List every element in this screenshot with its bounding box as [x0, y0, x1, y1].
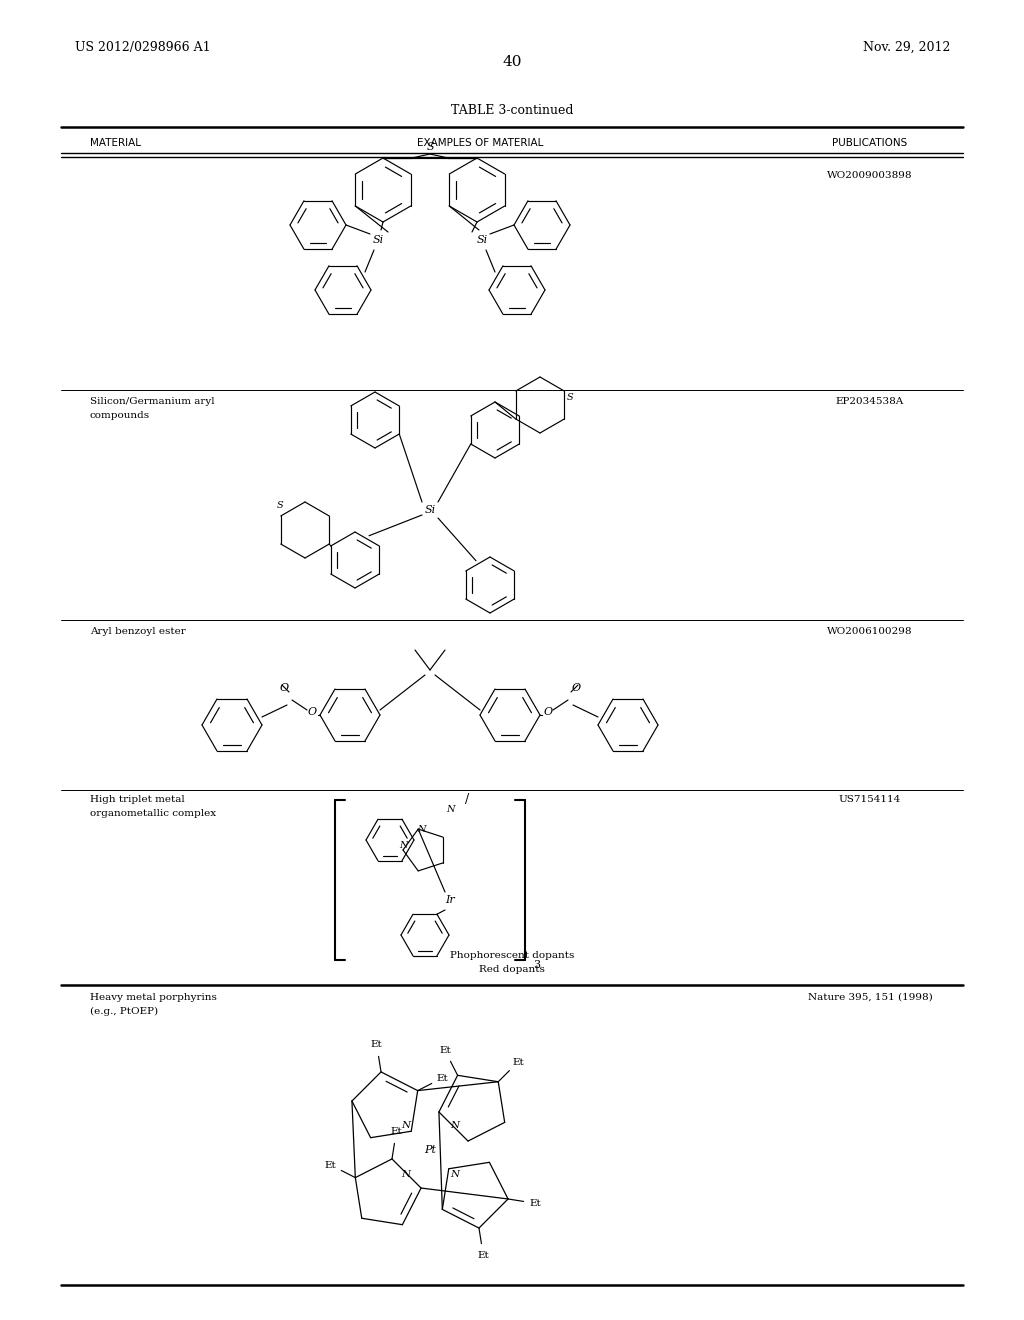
Text: Pt: Pt [424, 1144, 436, 1155]
Text: 40: 40 [502, 55, 522, 69]
Text: PUBLICATIONS: PUBLICATIONS [833, 139, 907, 148]
Text: Red dopants: Red dopants [479, 965, 545, 974]
Text: Ir: Ir [445, 895, 455, 906]
Text: O: O [307, 708, 316, 717]
Text: EXAMPLES OF MATERIAL: EXAMPLES OF MATERIAL [417, 139, 543, 148]
Text: N: N [450, 1121, 459, 1130]
Text: Heavy metal porphyrins: Heavy metal porphyrins [90, 993, 217, 1002]
Text: Aryl benzoyl ester: Aryl benzoyl ester [90, 627, 185, 636]
Text: compounds: compounds [90, 412, 151, 421]
Text: EP2034538A: EP2034538A [836, 397, 904, 407]
Text: Et: Et [390, 1127, 402, 1137]
Text: Phophorescent dopants: Phophorescent dopants [450, 950, 574, 960]
Text: High triplet metal: High triplet metal [90, 796, 184, 804]
Text: MATERIAL: MATERIAL [90, 139, 141, 148]
Text: TABLE 3-continued: TABLE 3-continued [451, 103, 573, 116]
Text: organometallic complex: organometallic complex [90, 809, 216, 818]
Text: Et: Et [512, 1057, 523, 1067]
Text: N: N [445, 805, 455, 814]
Text: S: S [566, 392, 573, 401]
Text: N: N [401, 1121, 411, 1130]
Text: O: O [544, 708, 553, 717]
Text: N: N [417, 825, 425, 833]
Text: WO2009003898: WO2009003898 [827, 170, 912, 180]
Text: Silicon/Germanium aryl: Silicon/Germanium aryl [90, 397, 215, 407]
Text: Et: Et [436, 1073, 449, 1082]
Text: S: S [426, 143, 434, 152]
Text: S: S [276, 500, 284, 510]
Text: Si: Si [373, 235, 384, 246]
Text: N: N [450, 1170, 459, 1179]
Text: Et: Et [529, 1199, 542, 1208]
Text: Si: Si [424, 506, 435, 515]
Text: Et: Et [325, 1160, 337, 1170]
Text: US 2012/0298966 A1: US 2012/0298966 A1 [75, 41, 211, 54]
Text: Et: Et [371, 1040, 383, 1049]
Text: O: O [280, 682, 289, 693]
Text: O: O [571, 682, 581, 693]
Text: /: / [465, 793, 469, 807]
Text: Nature 395, 151 (1998): Nature 395, 151 (1998) [808, 993, 933, 1002]
Text: US7154114: US7154114 [839, 796, 901, 804]
Text: N: N [398, 841, 408, 850]
Text: (e.g., PtOEP): (e.g., PtOEP) [90, 1006, 158, 1015]
Text: WO2006100298: WO2006100298 [827, 627, 912, 636]
Text: Et: Et [477, 1251, 489, 1261]
Text: Et: Et [439, 1045, 451, 1055]
Text: N: N [401, 1170, 411, 1179]
Text: Si: Si [476, 235, 487, 246]
Text: 3: 3 [534, 960, 541, 970]
Text: Nov. 29, 2012: Nov. 29, 2012 [862, 41, 950, 54]
